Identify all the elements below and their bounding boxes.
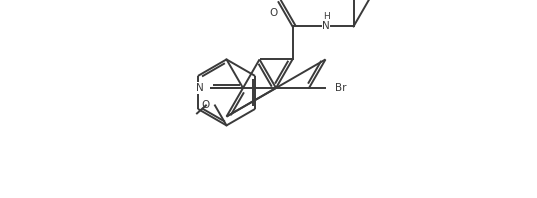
Text: N: N	[322, 21, 329, 31]
Text: O: O	[202, 100, 210, 110]
Text: H: H	[324, 12, 330, 21]
Text: Br: Br	[335, 83, 346, 93]
Text: O: O	[270, 8, 278, 18]
Text: N: N	[196, 83, 204, 93]
